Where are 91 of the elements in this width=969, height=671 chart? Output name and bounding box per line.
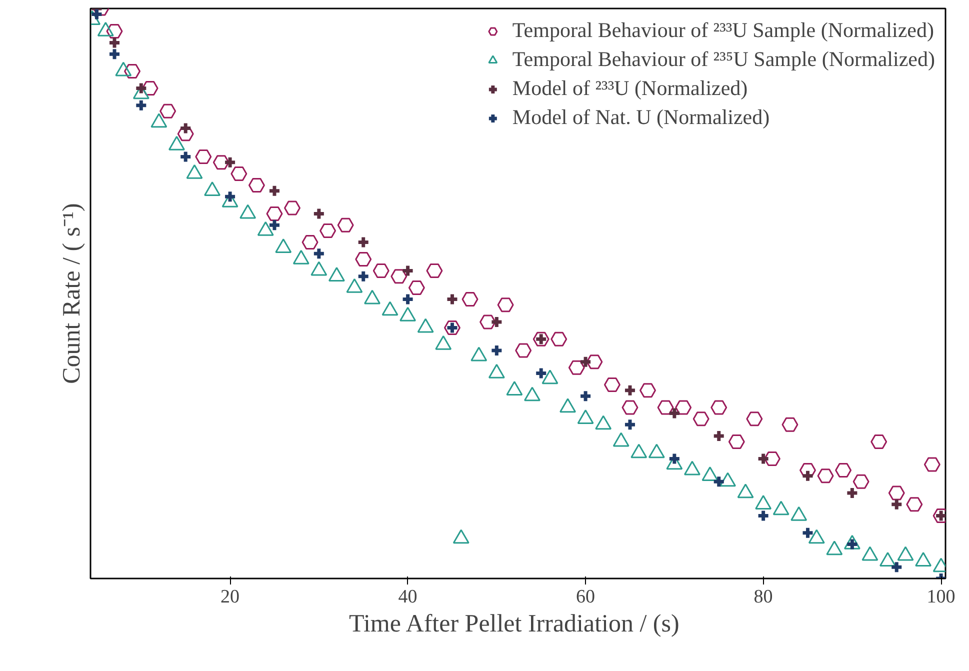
point bbox=[578, 355, 592, 369]
point bbox=[604, 377, 620, 392]
point bbox=[728, 434, 745, 449]
point bbox=[835, 462, 852, 478]
point bbox=[845, 538, 859, 552]
point bbox=[710, 400, 728, 415]
point bbox=[534, 366, 548, 380]
point bbox=[401, 292, 415, 306]
point bbox=[756, 509, 770, 523]
point bbox=[845, 486, 859, 500]
point bbox=[888, 486, 905, 500]
point bbox=[668, 452, 682, 466]
x-tick-label: 40 bbox=[398, 586, 418, 608]
point bbox=[622, 400, 638, 415]
x-axis-title: Time After Pellet Irradiation / (s) bbox=[349, 610, 680, 638]
point bbox=[302, 234, 318, 250]
point bbox=[266, 206, 283, 221]
point bbox=[426, 263, 443, 278]
point bbox=[870, 434, 888, 449]
point bbox=[106, 24, 123, 39]
point bbox=[223, 190, 237, 204]
point bbox=[924, 457, 940, 472]
point bbox=[372, 263, 390, 278]
point bbox=[445, 292, 459, 306]
point bbox=[800, 526, 814, 540]
point bbox=[756, 452, 770, 466]
x-tick-label: 100 bbox=[926, 586, 956, 608]
point bbox=[356, 270, 370, 284]
point bbox=[195, 149, 212, 164]
point bbox=[401, 264, 415, 278]
point bbox=[312, 246, 326, 260]
point bbox=[284, 200, 300, 216]
point bbox=[586, 354, 603, 370]
x-tick-label: 20 bbox=[220, 586, 240, 608]
point bbox=[90, 8, 104, 21]
legend-label: Temporal Behaviour of ²³³U Sample (Normalized) bbox=[512, 18, 934, 43]
point bbox=[248, 178, 265, 192]
point bbox=[462, 292, 478, 306]
point bbox=[134, 82, 148, 96]
point bbox=[160, 104, 176, 118]
point bbox=[712, 474, 726, 488]
point bbox=[212, 155, 230, 170]
point bbox=[550, 332, 568, 346]
point bbox=[515, 343, 532, 358]
point bbox=[490, 344, 504, 358]
point bbox=[337, 218, 354, 232]
point bbox=[906, 497, 923, 512]
point bbox=[268, 218, 282, 232]
point bbox=[497, 298, 514, 312]
point bbox=[890, 560, 904, 574]
y-axis-title: Count Rate / ( s⁻¹) bbox=[58, 203, 86, 384]
point bbox=[746, 412, 763, 426]
point bbox=[657, 400, 674, 415]
point bbox=[640, 383, 656, 398]
point bbox=[356, 235, 370, 249]
point bbox=[108, 36, 122, 50]
point bbox=[134, 98, 148, 112]
point bbox=[675, 400, 692, 415]
legend-label: Temporal Behaviour of ²³⁵U Sample (Normalized) bbox=[512, 47, 935, 72]
legend-label: Model of Nat. U (Normalized) bbox=[512, 105, 770, 130]
point bbox=[890, 498, 904, 512]
legend-label: Model of ²³³U (Normalized) bbox=[512, 76, 748, 101]
point bbox=[712, 429, 726, 443]
point bbox=[852, 474, 870, 489]
point bbox=[230, 166, 248, 182]
point bbox=[108, 47, 122, 61]
point bbox=[390, 269, 408, 284]
point bbox=[312, 206, 326, 220]
x-tick-label: 80 bbox=[754, 586, 773, 608]
point bbox=[142, 81, 158, 96]
point bbox=[178, 121, 192, 135]
point bbox=[800, 469, 814, 483]
x-tick-label: 60 bbox=[576, 586, 596, 608]
point bbox=[223, 156, 237, 170]
point bbox=[124, 64, 141, 78]
point bbox=[668, 406, 682, 420]
point bbox=[320, 224, 336, 238]
point bbox=[178, 150, 192, 164]
point bbox=[623, 384, 637, 398]
point bbox=[692, 412, 710, 426]
point bbox=[764, 452, 780, 466]
point bbox=[355, 252, 372, 267]
point bbox=[623, 418, 637, 432]
point bbox=[578, 389, 592, 403]
point bbox=[568, 360, 585, 375]
point bbox=[490, 315, 504, 329]
point bbox=[480, 314, 496, 330]
point bbox=[782, 417, 798, 432]
point bbox=[817, 468, 834, 484]
point bbox=[268, 184, 282, 198]
point bbox=[408, 280, 425, 296]
